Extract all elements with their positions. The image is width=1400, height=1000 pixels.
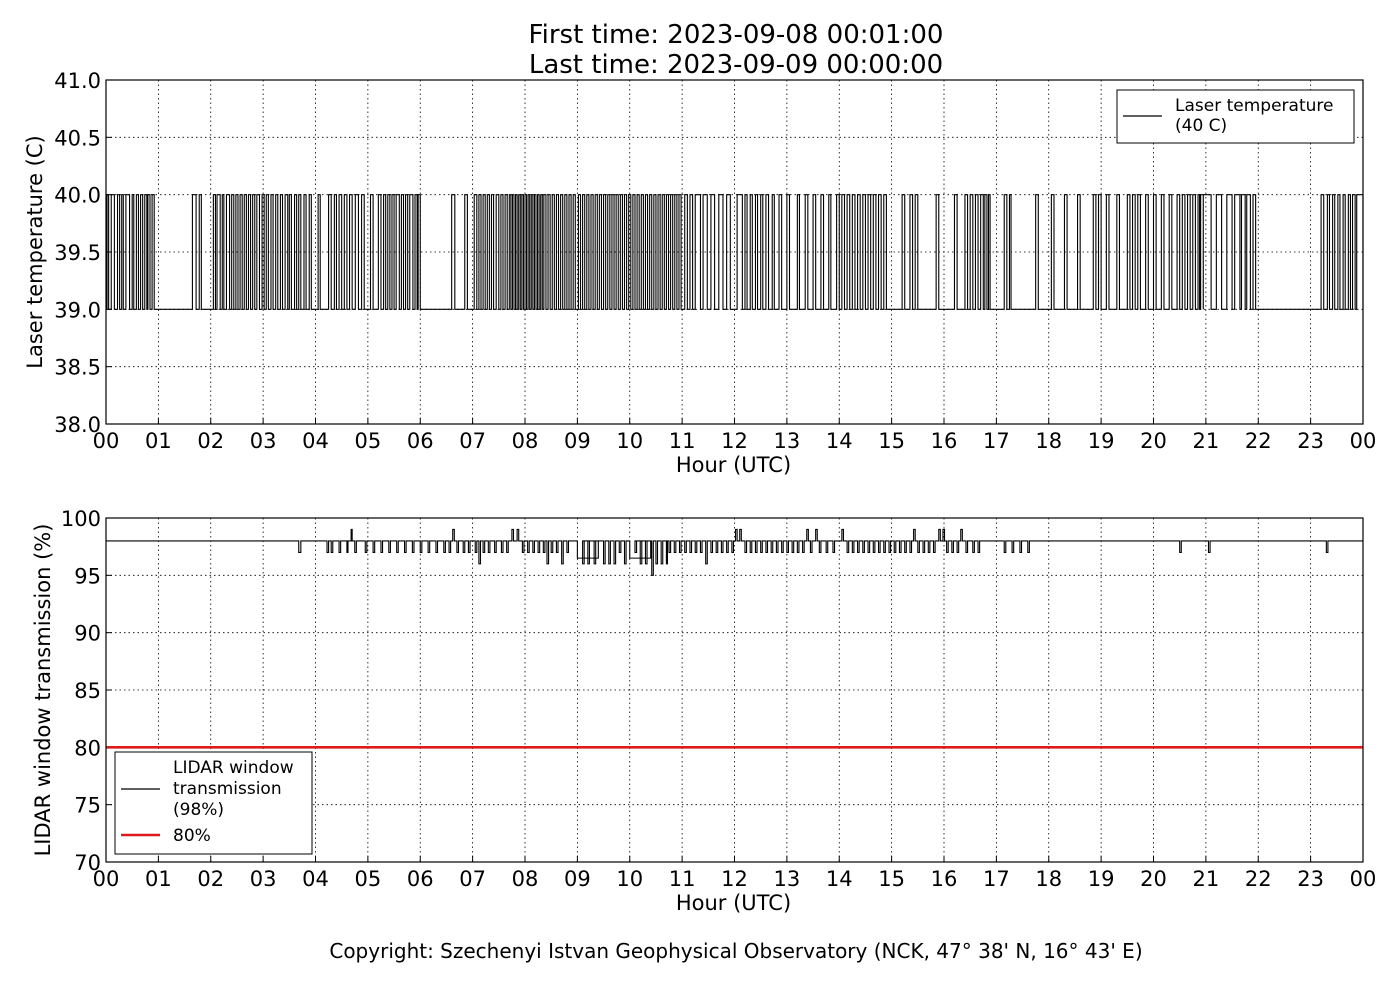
x-tick-label: 19	[1088, 429, 1115, 453]
x-tick-label: 13	[774, 429, 801, 453]
x-tick-label: 11	[669, 867, 696, 891]
copyright-footer: Copyright: Szechenyi Istvan Geophysical …	[329, 939, 1142, 963]
x-tick-label: 15	[878, 429, 905, 453]
x-tick-label: 21	[1193, 867, 1220, 891]
chart-title-line1: First time: 2023-09-08 00:01:00	[529, 20, 944, 50]
x-tick-label: 20	[1140, 429, 1167, 453]
x-tick-label: 00	[93, 429, 120, 453]
x-axis-label: Hour (UTC)	[676, 453, 791, 477]
x-tick-label: 18	[1035, 429, 1062, 453]
legend-entry-text: Laser temperature	[1175, 96, 1333, 116]
lidar-transmission-panel: 00 01 02 03 04 05 06 07 08 09 10 11 12 13 14 15 16 17 18 19…	[31, 507, 1376, 915]
x-tick-label: 20	[1140, 867, 1167, 891]
x-tick-label: 06	[407, 429, 434, 453]
x-tick-label: 09	[564, 867, 591, 891]
legend-entry-text: LIDAR window	[173, 758, 294, 778]
x-tick-label: 15	[878, 867, 905, 891]
x-tick-label: 16	[931, 867, 958, 891]
legend-box	[114, 751, 313, 855]
x-tick-label: 10	[616, 429, 643, 453]
x-tick-label: 05	[355, 429, 382, 453]
x-tick-label: 22	[1245, 867, 1272, 891]
y-tick-label: 95	[74, 564, 101, 588]
series-line-0	[106, 528, 1363, 576]
y-tick-label: 40.0	[54, 184, 101, 208]
legend-entry-text: 80%	[173, 826, 211, 846]
x-tick-label: 08	[512, 867, 539, 891]
x-tick-label: 01	[145, 867, 172, 891]
x-tick-label: 04	[302, 867, 329, 891]
legend-entry-text: transmission	[173, 779, 282, 799]
x-tick-label: 19	[1088, 867, 1115, 891]
x-tick-label: 09	[564, 429, 591, 453]
y-tick-label: 39.0	[54, 298, 101, 322]
x-tick-label: 06	[407, 867, 434, 891]
x-tick-label: 16	[931, 429, 958, 453]
x-tick-label: 22	[1245, 429, 1272, 453]
x-tick-label: 14	[826, 867, 853, 891]
x-tick-label: 13	[774, 867, 801, 891]
x-tick-label: 00	[93, 867, 120, 891]
x-tick-label: 08	[512, 429, 539, 453]
plot-frame	[105, 517, 1364, 863]
x-tick-label: 17	[983, 867, 1010, 891]
y-tick-label: 85	[74, 679, 101, 703]
y-tick-label: 70	[74, 851, 101, 875]
legend: Laser temperature(40 C)	[1116, 89, 1355, 144]
x-tick-label: 03	[250, 867, 277, 891]
x-tick-label: 07	[459, 867, 486, 891]
x-tick-label: 12	[721, 429, 748, 453]
x-tick-label: 01	[145, 429, 172, 453]
y-axis-label: LIDAR window transmission (%)	[31, 524, 55, 857]
laser-temperature-panel: 00 01 02 03 04 05 06 07 08 09 10 11 12 13 14 15 16 17 18 19…	[23, 69, 1376, 477]
x-tick-label: 00	[1350, 429, 1377, 453]
x-tick-label: 23	[1297, 867, 1324, 891]
chart-title-line2: Last time: 2023-09-09 00:00:00	[529, 50, 943, 80]
x-tick-label: 03	[250, 429, 277, 453]
x-tick-label: 17	[983, 429, 1010, 453]
legend-entry-text: (40 C)	[1175, 116, 1227, 136]
x-tick-label: 04	[302, 429, 329, 453]
x-tick-label: 14	[826, 429, 853, 453]
y-axis-label: Laser temperature (C)	[23, 135, 47, 368]
x-tick-label: 02	[197, 429, 224, 453]
y-tick-label: 75	[74, 794, 101, 818]
y-tick-label: 38.0	[54, 413, 101, 437]
y-tick-label: 39.5	[54, 241, 101, 265]
x-tick-label: 10	[616, 867, 643, 891]
y-tick-label: 80	[74, 736, 101, 760]
x-tick-label: 21	[1193, 429, 1220, 453]
plot-frame	[105, 79, 1364, 425]
x-tick-label: 05	[355, 867, 382, 891]
y-tick-label: 41.0	[54, 69, 101, 93]
x-tick-label: 07	[459, 429, 486, 453]
legend-entry-text: (98%)	[173, 800, 224, 820]
x-tick-label: 02	[197, 867, 224, 891]
y-tick-label: 90	[74, 622, 101, 646]
y-tick-label: 100	[61, 507, 101, 531]
series-line-0	[106, 194, 1364, 310]
x-tick-label: 11	[669, 429, 696, 453]
x-tick-label: 00	[1350, 867, 1377, 891]
x-tick-label: 23	[1297, 429, 1324, 453]
x-tick-label: 18	[1035, 867, 1062, 891]
y-tick-label: 40.5	[54, 126, 101, 150]
y-tick-label: 38.5	[54, 356, 101, 380]
x-axis-label: Hour (UTC)	[676, 891, 791, 915]
x-tick-label: 12	[721, 867, 748, 891]
